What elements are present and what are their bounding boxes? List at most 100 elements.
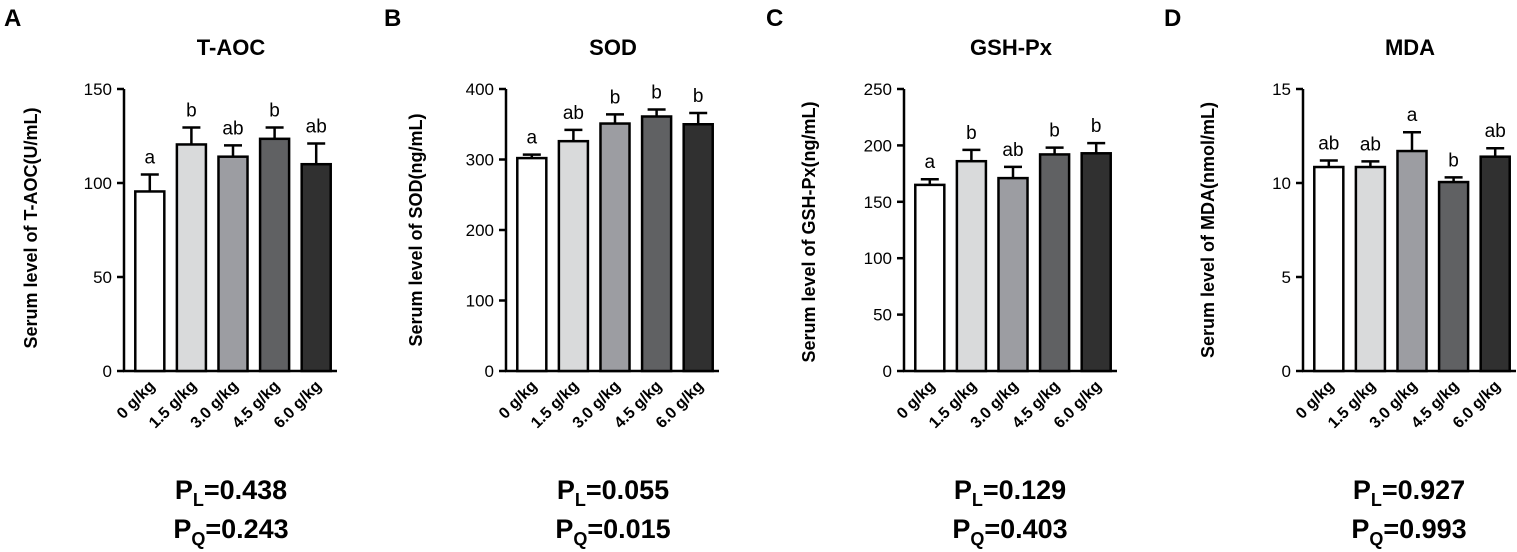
bar — [599, 122, 631, 373]
y-tick-label: 15 — [1272, 80, 1291, 99]
pl-stat: PL=0.055 — [557, 475, 669, 510]
bar — [1479, 155, 1511, 373]
panel-letter: D — [1164, 5, 1181, 32]
chart-title: GSH-Px — [970, 35, 1053, 60]
panel-d: D MDA Serum level of MDA(nmol/mL) 0 5 10 15… — [1164, 5, 1516, 549]
significance-label: ab — [306, 117, 327, 138]
y-tick-label: 150 — [864, 193, 892, 212]
y-tick-label: 200 — [466, 221, 494, 240]
y-tick-label: 0 — [883, 362, 892, 381]
significance-label: ab — [1002, 140, 1023, 161]
panel-c: C GSH-Px Serum level of GSH-Px(ng/mL) 0 5… — [766, 5, 1117, 549]
y-tick-label: 5 — [1282, 268, 1291, 287]
pl-stat: PL=0.927 — [1353, 475, 1465, 510]
bar — [682, 123, 714, 373]
chart-title: T-AOC — [197, 35, 266, 60]
y-tick-label: 200 — [864, 136, 892, 155]
significance-label: a — [1407, 105, 1418, 126]
y-tick-label: 50 — [93, 268, 112, 287]
bar — [1437, 180, 1470, 373]
pl-subscript: L — [1371, 490, 1382, 510]
significance-label: b — [269, 101, 280, 122]
bar — [955, 159, 988, 373]
pq-subscript: Q — [1369, 529, 1383, 549]
significance-label: a — [925, 152, 936, 173]
significance-label: b — [966, 123, 977, 144]
bar — [1080, 152, 1112, 373]
y-axis-label: Serum level of T-AOC(U/mL) — [21, 107, 41, 348]
bar — [1038, 153, 1071, 373]
significance-label: b — [651, 82, 662, 103]
pq-stat: PQ=0.015 — [555, 514, 670, 549]
bar — [134, 190, 166, 373]
pq-stat: PQ=0.403 — [952, 514, 1067, 549]
pq-value: =0.015 — [587, 514, 670, 544]
bar — [258, 137, 291, 373]
bar — [217, 155, 249, 373]
significance-label: b — [1049, 121, 1060, 142]
pl-value: =0.055 — [586, 475, 669, 505]
bar — [175, 143, 208, 373]
panel-letter: B — [384, 5, 401, 32]
y-tick-label: 100 — [84, 174, 112, 193]
significance-label: b — [1448, 150, 1459, 171]
significance-label: ab — [1485, 121, 1506, 142]
panel-b: B SOD Serum level of SOD(ng/mL) 0 100 200 3… — [384, 5, 719, 549]
y-tick-label: 300 — [466, 151, 494, 170]
pq-value: =0.403 — [984, 514, 1067, 544]
y-tick-label: 100 — [864, 249, 892, 268]
panel-letter: C — [766, 5, 783, 32]
significance-label: a — [145, 148, 156, 169]
pl-subscript: L — [575, 490, 586, 510]
bar — [557, 139, 590, 373]
significance-label: ab — [222, 118, 243, 139]
chart-title: MDA — [1385, 35, 1435, 60]
significance-label: ab — [1360, 134, 1381, 155]
bar — [300, 162, 332, 373]
y-tick-label: 0 — [485, 362, 494, 381]
y-tick-label: 0 — [103, 362, 112, 381]
pq-subscript: Q — [573, 529, 587, 549]
panel-a: A T-AOC Serum level of T-AOC(U/mL) 0 50 10… — [4, 5, 337, 549]
pq-stat: PQ=0.243 — [173, 514, 288, 549]
y-axis-label: Serum level of GSH-Px(ng/mL) — [799, 101, 819, 362]
significance-label: b — [1091, 116, 1102, 137]
pq-value: =0.243 — [205, 514, 288, 544]
pl-value: =0.129 — [983, 475, 1066, 505]
pl-stat: PL=0.129 — [954, 475, 1066, 510]
y-tick-label: 100 — [466, 292, 494, 311]
y-axis-label: Serum level of SOD(ng/mL) — [406, 113, 426, 346]
y-tick-label: 400 — [466, 80, 494, 99]
y-tick-label: 150 — [84, 80, 112, 99]
y-axis-label: Serum level of MDA(nmol/mL) — [1198, 102, 1218, 358]
significance-label: ab — [1318, 133, 1339, 154]
pl-value: =0.438 — [204, 475, 287, 505]
pl-value: =0.927 — [1382, 475, 1465, 505]
y-tick-label: 10 — [1272, 174, 1291, 193]
y-tick-label: 250 — [864, 80, 892, 99]
pl-subscript: L — [972, 490, 983, 510]
y-tick-label: 50 — [873, 306, 892, 325]
significance-label: b — [693, 86, 704, 107]
bar — [1396, 149, 1428, 373]
panel-letter: A — [4, 5, 21, 32]
bar — [914, 183, 946, 373]
significance-label: ab — [563, 103, 584, 124]
pl-stat: PL=0.438 — [175, 475, 287, 510]
pq-subscript: Q — [970, 529, 984, 549]
y-tick-label: 0 — [1282, 362, 1291, 381]
chart-title: SOD — [589, 35, 637, 60]
bar — [997, 176, 1029, 373]
significance-label: b — [610, 87, 621, 108]
significance-label: b — [186, 101, 197, 122]
pq-value: =0.993 — [1383, 514, 1466, 544]
significance-label: a — [527, 128, 538, 149]
pq-stat: PQ=0.993 — [1351, 514, 1466, 549]
pl-subscript: L — [193, 490, 204, 510]
bar — [1354, 165, 1387, 373]
pq-subscript: Q — [191, 529, 205, 549]
